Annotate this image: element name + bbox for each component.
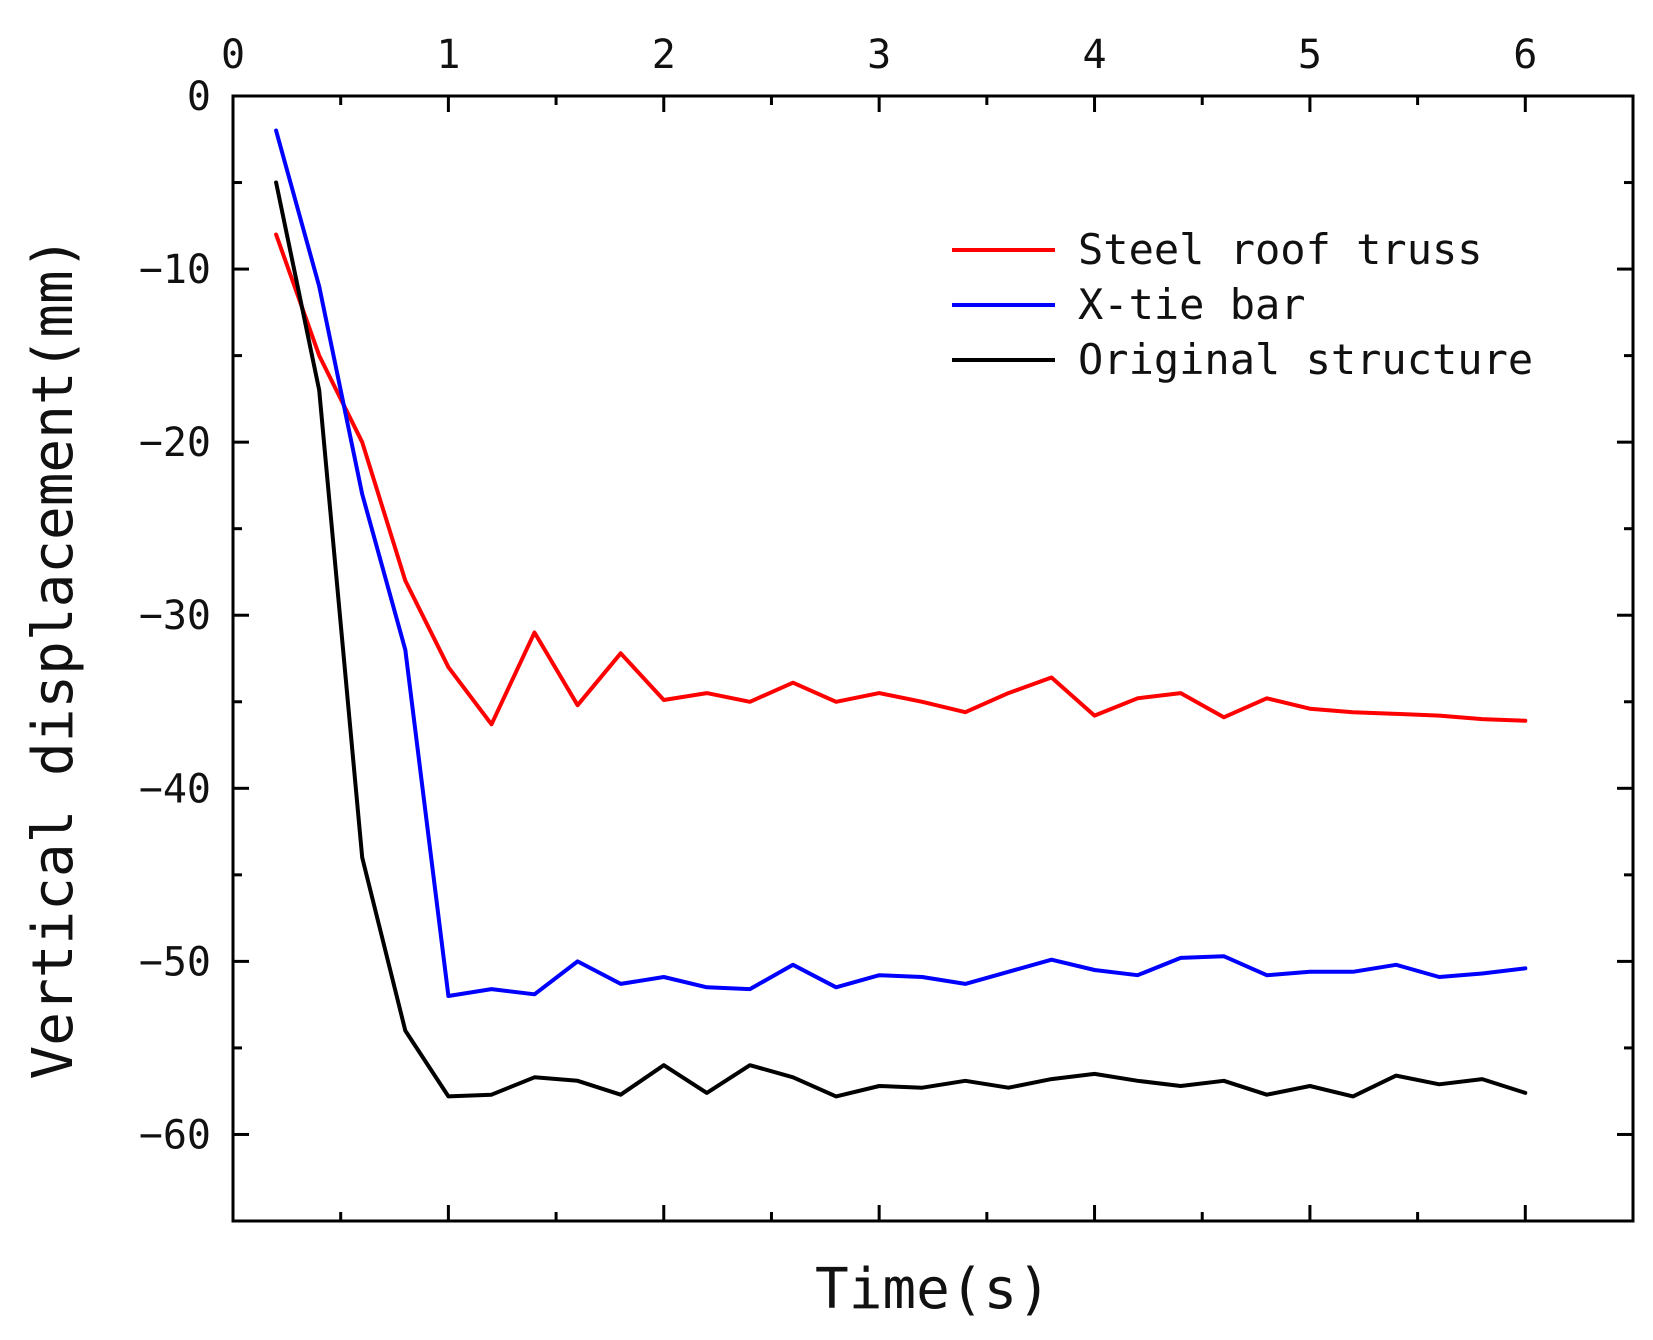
x-tick-label: 3 [867, 32, 891, 78]
legend-label-1: X-tie bar [1078, 280, 1306, 329]
tick-labels: 0 1 2 3 4 5 6 0 −10 −20 −30 −40 −50 −60 [139, 32, 1538, 1158]
series-line-1 [274, 128, 1528, 998]
plot-frame [231, 94, 1635, 1223]
x-tick-label: 4 [1082, 32, 1106, 78]
series-line-2 [274, 180, 1528, 1099]
series-lines [274, 128, 1528, 1099]
x-tick-label: 0 [221, 32, 245, 78]
legend: Steel roof truss X-tie bar Original struct… [952, 225, 1533, 384]
y-tick-label: −20 [139, 420, 211, 466]
y-tick-label: −60 [139, 1112, 211, 1158]
y-tick-label: −30 [139, 593, 211, 639]
legend-label-0: Steel roof truss [1078, 225, 1483, 274]
x-tick-label: 2 [652, 32, 676, 78]
y-tick-label: 0 [187, 74, 211, 120]
series-line-0 [274, 232, 1528, 727]
x-tick-label: 1 [436, 32, 460, 78]
y-tick-label: −40 [139, 766, 211, 812]
x-axis-title: Time(s) [815, 1257, 1051, 1322]
x-tick-label: 6 [1513, 32, 1537, 78]
x-tick-label: 5 [1298, 32, 1322, 78]
legend-label-2: Original structure [1078, 335, 1533, 384]
axis-ticks [231, 94, 1635, 1223]
y-tick-label: −10 [139, 247, 211, 293]
y-tick-label: −50 [139, 939, 211, 985]
y-axis-title: Vertical displacement(mm) [21, 237, 86, 1080]
